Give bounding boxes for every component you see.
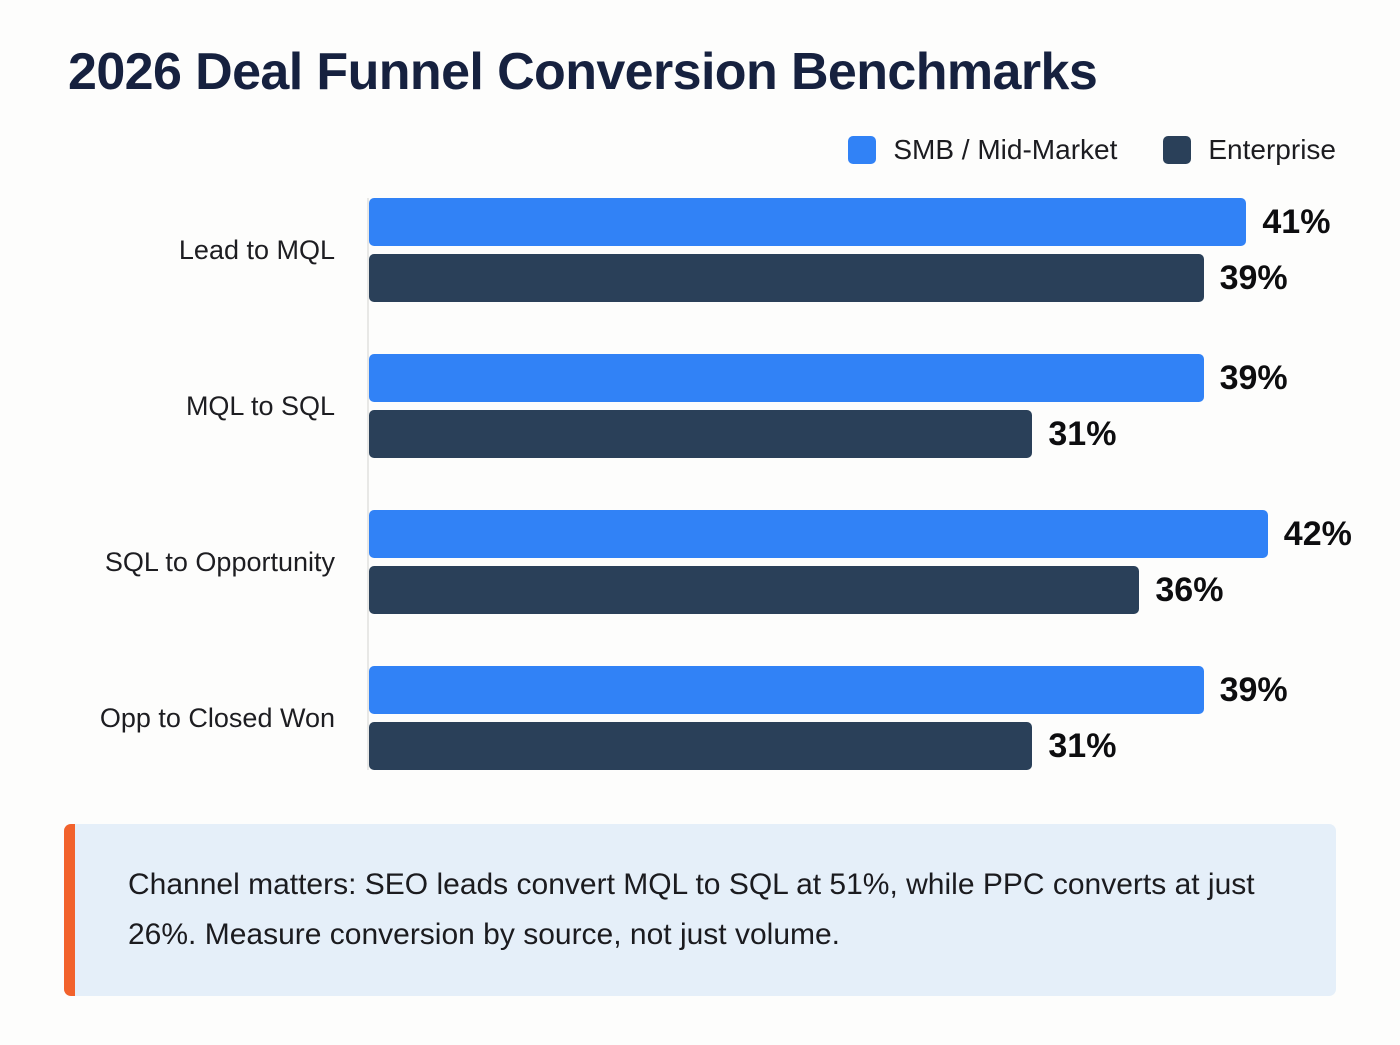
legend-item-enterprise[interactable]: Enterprise <box>1163 134 1336 166</box>
y-axis-line <box>367 198 369 770</box>
bar-smb[interactable] <box>369 354 1204 402</box>
bar-group: MQL to SQL 39% 31% <box>0 354 1400 458</box>
bar-enterprise[interactable] <box>369 410 1033 458</box>
legend-label-smb: SMB / Mid-Market <box>893 134 1118 165</box>
bar-group: Opp to Closed Won 39% 31% <box>0 666 1400 770</box>
insight-callout: Channel matters: SEO leads convert MQL t… <box>64 824 1336 996</box>
bar-enterprise[interactable] <box>369 722 1033 770</box>
bar-smb[interactable] <box>369 198 1247 246</box>
category-label: Lead to MQL <box>178 235 335 265</box>
category-label: MQL to SQL <box>185 391 335 421</box>
bar-enterprise[interactable] <box>369 566 1140 614</box>
category-label: SQL to Opportunity <box>104 547 335 577</box>
bar-enterprise[interactable] <box>369 254 1204 302</box>
bar-value-enterprise: 36% <box>1155 571 1224 609</box>
bar-group: SQL to Opportunity 42% 36% <box>0 510 1400 614</box>
bar-row-smb: 39% <box>369 354 1288 402</box>
legend-label-enterprise: Enterprise <box>1208 134 1336 165</box>
bar-row-enterprise: 31% <box>369 722 1116 770</box>
bar-smb[interactable] <box>369 510 1268 558</box>
legend-swatch-smb-icon <box>848 136 877 164</box>
bar-row-enterprise: 31% <box>369 410 1116 458</box>
bar-row-enterprise: 36% <box>369 566 1223 614</box>
bar-row-smb: 41% <box>369 198 1330 246</box>
bar-value-smb: 42% <box>1283 515 1352 553</box>
chart-legend: SMB / Mid-Market Enterprise <box>848 134 1336 166</box>
bar-value-enterprise: 39% <box>1219 259 1288 297</box>
bar-value-smb: 39% <box>1219 671 1288 709</box>
bar-value-enterprise: 31% <box>1048 415 1117 453</box>
legend-swatch-enterprise-icon <box>1163 136 1192 164</box>
category-label: Opp to Closed Won <box>99 703 335 733</box>
bar-value-enterprise: 31% <box>1048 727 1117 765</box>
legend-item-smb[interactable]: SMB / Mid-Market <box>848 134 1117 166</box>
callout-text: Channel matters: SEO leads convert MQL t… <box>128 868 1255 951</box>
plot-area: Lead to MQL 41% 39% MQL to SQL 39% 31% <box>0 194 1400 774</box>
bar-group: Lead to MQL 41% 39% <box>0 198 1400 302</box>
bar-row-smb: 39% <box>369 666 1288 714</box>
bar-row-enterprise: 39% <box>369 254 1288 302</box>
bar-value-smb: 41% <box>1262 203 1331 241</box>
bar-value-smb: 39% <box>1219 359 1288 397</box>
callout-accent-bar <box>64 824 75 996</box>
bar-smb[interactable] <box>369 666 1204 714</box>
page-title: 2026 Deal Funnel Conversion Benchmarks <box>68 43 1098 101</box>
bar-row-smb: 42% <box>369 510 1352 558</box>
